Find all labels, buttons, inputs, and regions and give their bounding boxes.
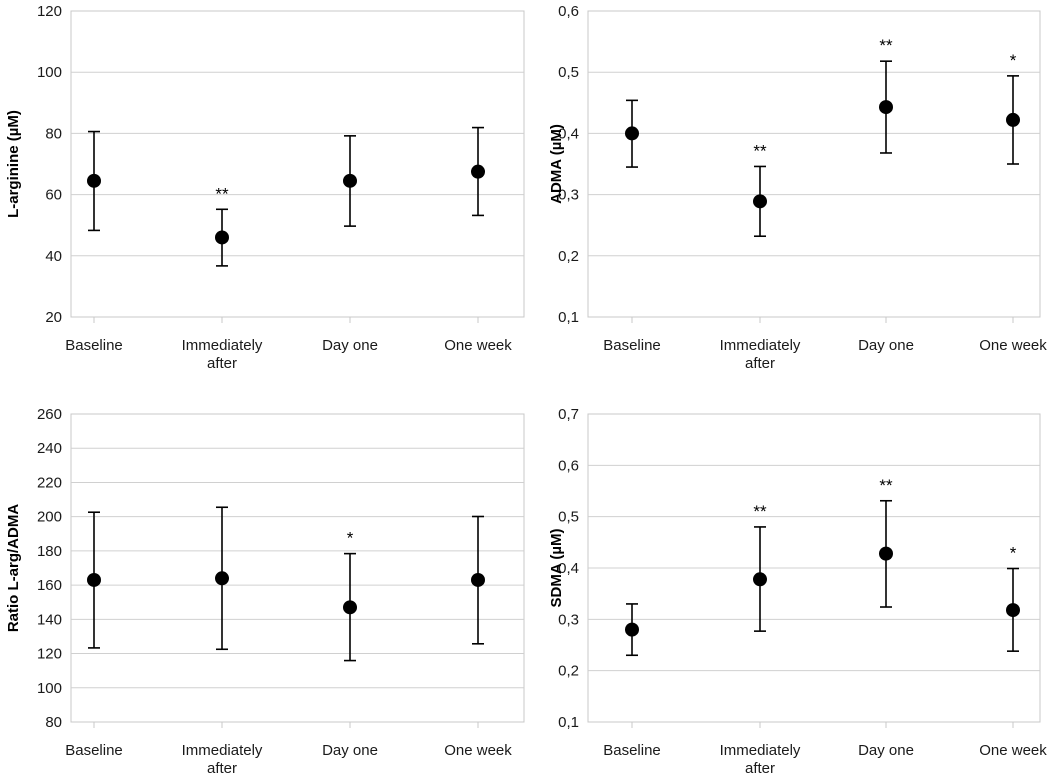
y-tick-label: 80 (45, 125, 62, 142)
data-point (471, 572, 485, 587)
x-tick-label: Immediately after (182, 337, 263, 372)
chart-panel-l-arginine: 20 40 60 80 100 120 L-arginine (µM) Baseline Imm… (5, 3, 525, 372)
y-tick-label: 0,1 (558, 309, 579, 326)
significance-marker: * (1010, 544, 1017, 563)
chart-panel-adma: 0,1 0,2 0,3 0,4 0,5 0,6 ADMA (µM) Baseline Immed… (548, 3, 1047, 372)
x-tick-label: One week (979, 337, 1047, 354)
y-tick-label: 0,4 (558, 560, 579, 577)
data-point (753, 194, 767, 209)
x-tick-label: Day one (322, 337, 378, 354)
data-point (343, 173, 357, 188)
x-tick-label: Day one (322, 742, 378, 759)
data-point (753, 572, 767, 587)
y-axis-label: L-arginine (µM) (5, 110, 22, 218)
data-point (625, 622, 639, 637)
x-tick-label: One week (444, 742, 512, 759)
data-point (879, 100, 893, 115)
plot-frame (587, 10, 1041, 318)
y-tick-label: 0,4 (558, 125, 579, 142)
y-axis-label: SDMA (µM) (548, 529, 565, 608)
y-tick-label: 0,6 (558, 3, 579, 20)
x-tick-label: Day one (858, 337, 914, 354)
y-axis-label: Ratio L-arg/ADMA (5, 504, 22, 632)
y-tick-label: 140 (37, 611, 62, 628)
y-tick-label: 60 (45, 187, 62, 204)
plot-frame (70, 10, 525, 318)
x-tick-label: Baseline (603, 742, 661, 759)
data-point (471, 164, 485, 179)
y-tick-label: 0,5 (558, 64, 579, 81)
y-tick-label: 120 (37, 3, 62, 20)
x-tick-label: Baseline (65, 337, 123, 354)
y-tick-label: 200 (37, 509, 62, 526)
y-tick-label: 0,6 (558, 457, 579, 474)
y-tick-label: 100 (37, 680, 62, 697)
y-tick-label: 40 (45, 248, 62, 265)
chart-panel-ratio: 80 100 120 140 160 180 200 220 240 260 Ratio L-arg… (5, 406, 525, 777)
data-point (1006, 603, 1020, 618)
data-point (1006, 112, 1020, 127)
y-tick-label: 0,2 (558, 663, 579, 680)
data-point (215, 571, 229, 586)
significance-marker: * (1010, 51, 1017, 70)
y-axis-label: ADMA (µM) (548, 124, 565, 204)
data-point (215, 230, 229, 245)
y-tick-label: 0,3 (558, 611, 579, 628)
y-tick-label: 160 (37, 577, 62, 594)
y-tick-label: 0,7 (558, 406, 579, 423)
x-tick-label: One week (444, 337, 512, 354)
x-tick-label: One week (979, 742, 1047, 759)
significance-marker: ** (879, 36, 893, 55)
y-tick-label: 0,1 (558, 714, 579, 731)
y-tick-label: 240 (37, 440, 62, 457)
y-tick-label: 100 (37, 64, 62, 81)
x-tick-label: Immediately after (182, 742, 263, 777)
y-tick-label: 0,2 (558, 248, 579, 265)
data-point (625, 126, 639, 141)
y-tick-label: 80 (45, 714, 62, 731)
y-tick-label: 0,3 (558, 187, 579, 204)
y-tick-label: 220 (37, 474, 62, 491)
y-tick-label: 260 (37, 406, 62, 423)
significance-marker: ** (215, 184, 229, 203)
y-tick-label: 0,5 (558, 509, 579, 526)
significance-marker: ** (879, 476, 893, 495)
significance-marker: ** (753, 502, 767, 521)
x-tick-label: Baseline (603, 337, 661, 354)
y-tick-label: 120 (37, 646, 62, 663)
significance-marker: ** (753, 141, 767, 160)
data-point (879, 546, 893, 561)
data-point (343, 600, 357, 615)
y-tick-label: 180 (37, 543, 62, 560)
x-tick-label: Immediately after (720, 742, 801, 777)
data-point (87, 173, 101, 188)
data-point (87, 572, 101, 587)
y-tick-label: 20 (45, 309, 62, 326)
x-tick-label: Immediately after (720, 337, 801, 372)
chart-panel-sdma: 0,1 0,2 0,3 0,4 0,5 0,6 0,7 SDMA (µM) Baseline Im… (548, 406, 1047, 777)
x-tick-label: Day one (858, 742, 914, 759)
significance-marker: * (347, 529, 354, 548)
x-tick-label: Baseline (65, 742, 123, 759)
plot-frame (70, 413, 525, 723)
